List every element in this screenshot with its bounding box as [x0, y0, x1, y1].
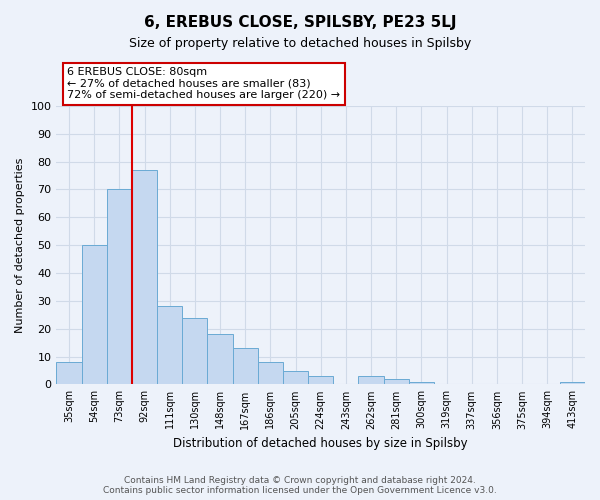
Bar	[157, 306, 182, 384]
Bar	[107, 190, 132, 384]
Text: 6 EREBUS CLOSE: 80sqm
← 27% of detached houses are smaller (83)
72% of semi-deta: 6 EREBUS CLOSE: 80sqm ← 27% of detached …	[67, 67, 340, 100]
Bar	[383, 379, 409, 384]
X-axis label: Distribution of detached houses by size in Spilsby: Distribution of detached houses by size …	[173, 437, 468, 450]
Bar	[409, 382, 434, 384]
Bar	[82, 245, 107, 384]
Bar	[208, 334, 233, 384]
Bar	[283, 370, 308, 384]
Bar	[308, 376, 333, 384]
Bar	[560, 382, 585, 384]
Bar	[56, 362, 82, 384]
Bar	[258, 362, 283, 384]
Bar	[233, 348, 258, 385]
Bar	[182, 318, 208, 384]
Bar	[132, 170, 157, 384]
Text: Size of property relative to detached houses in Spilsby: Size of property relative to detached ho…	[129, 38, 471, 51]
Text: 6, EREBUS CLOSE, SPILSBY, PE23 5LJ: 6, EREBUS CLOSE, SPILSBY, PE23 5LJ	[144, 15, 456, 30]
Text: Contains HM Land Registry data © Crown copyright and database right 2024.
Contai: Contains HM Land Registry data © Crown c…	[103, 476, 497, 495]
Y-axis label: Number of detached properties: Number of detached properties	[15, 158, 25, 333]
Bar	[358, 376, 383, 384]
